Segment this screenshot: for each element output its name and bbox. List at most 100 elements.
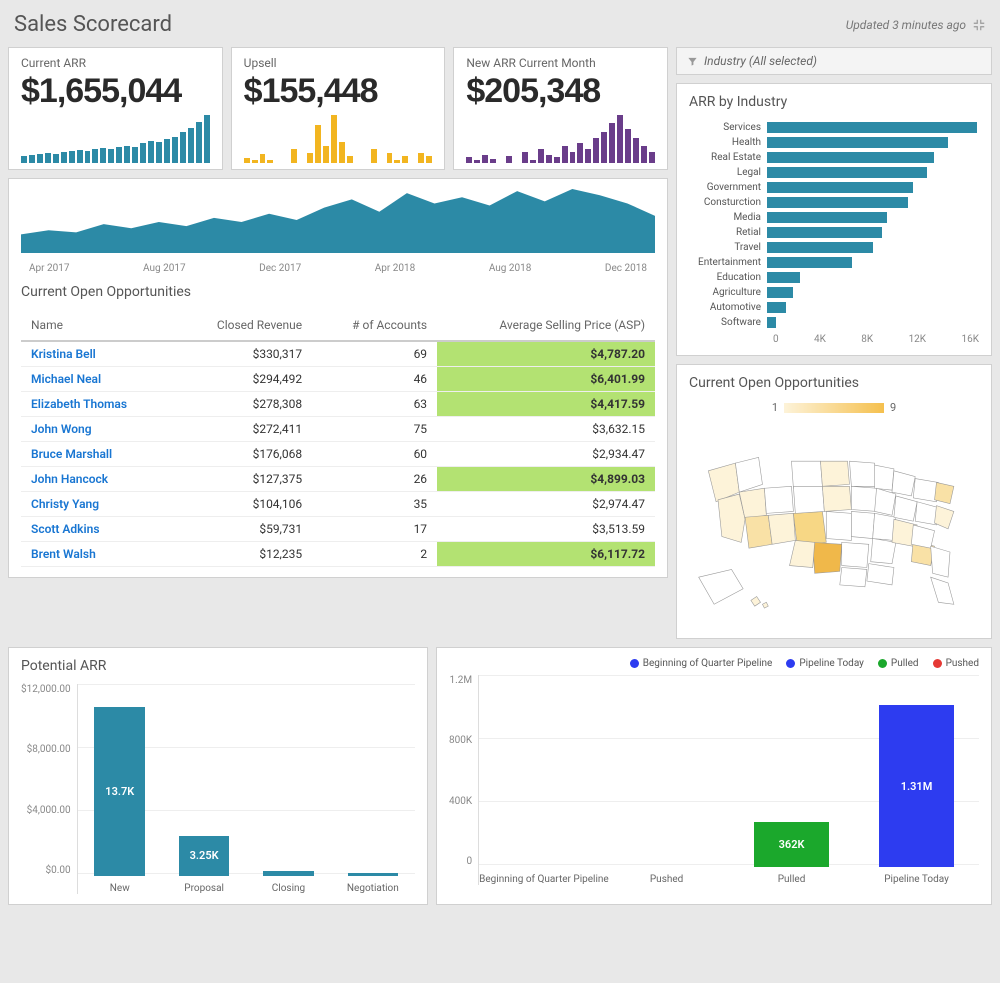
rep-name-link[interactable]: Michael Neal [21, 367, 174, 392]
industry-bar[interactable]: Consturction [689, 195, 979, 210]
industry-label: Legal [689, 167, 767, 178]
kpi-value: $1,655,044 [21, 72, 210, 111]
kpi-card[interactable]: Upsell $155,448 [231, 47, 446, 170]
industry-bar[interactable]: Real Estate [689, 150, 979, 165]
kpi-sparkline [244, 115, 433, 163]
potential-arr-chart[interactable]: $12,000.00$8,000.00$4,000.00$0.00 13.7K … [21, 684, 415, 894]
pipeline-chart[interactable]: 1.2M800K400K0 Beginning of Quarter Pipel… [449, 675, 979, 885]
asp-value: $2,934.47 [437, 442, 655, 467]
opportunities-table[interactable]: NameClosed Revenue# of AccountsAverage S… [21, 310, 655, 567]
kpi-value: $205,348 [466, 72, 655, 111]
industry-label: Real Estate [689, 152, 767, 163]
industry-bar[interactable]: Agriculture [689, 285, 979, 300]
us-map[interactable] [689, 424, 979, 624]
kpi-card[interactable]: Current ARR $1,655,044 [8, 47, 223, 170]
kpi-sparkline [466, 115, 655, 163]
industry-label: Services [689, 122, 767, 133]
chart-xlabel: Beginning of Quarter Pipeline [479, 874, 604, 885]
chart-xlabel: Negotiation [331, 883, 415, 894]
closed-revenue: $127,375 [174, 467, 312, 492]
chart-bar[interactable]: 1.31M Pipeline Today [854, 675, 979, 867]
table-row[interactable]: Scott Adkins $59,731 17 $3,513.59 [21, 517, 655, 542]
table-row[interactable]: Elizabeth Thomas $278,308 63 $4,417.59 [21, 392, 655, 417]
table-row[interactable]: John Wong $272,411 75 $3,632.15 [21, 417, 655, 442]
pipeline-card: Beginning of Quarter Pipeline Pipeline To… [436, 647, 992, 905]
closed-revenue: $294,492 [174, 367, 312, 392]
chart-xlabel: Pushed [604, 874, 729, 885]
legend-item: Pipeline Today [786, 658, 864, 669]
industry-bar-chart[interactable]: Services Health Real Estate Legal Govern… [689, 120, 979, 330]
rep-name-link[interactable]: Scott Adkins [21, 517, 174, 542]
table-row[interactable]: Michael Neal $294,492 46 $6,401.99 [21, 367, 655, 392]
potential-arr-title: Potential ARR [21, 658, 415, 674]
rep-name-link[interactable]: John Wong [21, 417, 174, 442]
asp-value: $3,513.59 [437, 517, 655, 542]
chart-xlabel: Pulled [729, 874, 854, 885]
kpi-card[interactable]: New ARR Current Month $205,348 [453, 47, 668, 170]
table-row[interactable]: Bruce Marshall $176,068 60 $2,934.47 [21, 442, 655, 467]
rep-name-link[interactable]: John Hancock [21, 467, 174, 492]
trend-card: Apr 2017Aug 2017Dec 2017Apr 2018Aug 2018… [8, 178, 668, 578]
rep-name-link[interactable]: Brent Walsh [21, 542, 174, 567]
closed-revenue: $278,308 [174, 392, 312, 417]
chart-xlabel: Pipeline Today [854, 874, 979, 885]
chart-bar[interactable]: 3.25K Proposal [162, 684, 246, 876]
map-card: Current Open Opportunities 1 9 [676, 364, 992, 639]
kpi-label: Current ARR [21, 56, 210, 70]
table-row[interactable]: Kristina Bell $330,317 69 $4,787.20 [21, 341, 655, 367]
map-legend: 1 9 [689, 401, 979, 414]
kpi-sparkline [21, 115, 210, 163]
updated-timestamp: Updated 3 minutes ago [846, 18, 986, 32]
chart-bar[interactable]: 362K Pulled [729, 675, 854, 867]
asp-value: $2,974.47 [437, 492, 655, 517]
legend-item: Beginning of Quarter Pipeline [630, 658, 773, 669]
industry-label: Software [689, 317, 767, 328]
industry-filter[interactable]: Industry (All selected) [676, 47, 992, 75]
rep-name-link[interactable]: Elizabeth Thomas [21, 392, 174, 417]
table-header[interactable]: Name [21, 310, 174, 341]
industry-bar[interactable]: Media [689, 210, 979, 225]
closed-revenue: $176,068 [174, 442, 312, 467]
potential-arr-card: Potential ARR $12,000.00$8,000.00$4,000.… [8, 647, 428, 905]
industry-bar[interactable]: Health [689, 135, 979, 150]
industry-label: Education [689, 272, 767, 283]
table-header[interactable]: Closed Revenue [174, 310, 312, 341]
industry-bar[interactable]: Retial [689, 225, 979, 240]
account-count: 60 [312, 442, 437, 467]
chart-bar[interactable]: Beginning of Quarter Pipeline [479, 675, 604, 867]
industry-bar[interactable]: Travel [689, 240, 979, 255]
table-header[interactable]: # of Accounts [312, 310, 437, 341]
account-count: 75 [312, 417, 437, 442]
table-row[interactable]: John Hancock $127,375 26 $4,899.03 [21, 467, 655, 492]
asp-value: $4,899.03 [437, 467, 655, 492]
closed-revenue: $12,235 [174, 542, 312, 567]
arr-trend-chart[interactable] [21, 189, 655, 259]
chart-bar[interactable]: 13.7K New [78, 684, 162, 876]
industry-bar[interactable]: Services [689, 120, 979, 135]
map-title: Current Open Opportunities [689, 375, 979, 391]
industry-bar[interactable]: Software [689, 315, 979, 330]
rep-name-link[interactable]: Christy Yang [21, 492, 174, 517]
table-header[interactable]: Average Selling Price (ASP) [437, 310, 655, 341]
account-count: 46 [312, 367, 437, 392]
account-count: 17 [312, 517, 437, 542]
table-row[interactable]: Brent Walsh $12,235 2 $6,117.72 [21, 542, 655, 567]
asp-value: $3,632.15 [437, 417, 655, 442]
industry-bar[interactable]: Entertainment [689, 255, 979, 270]
asp-value: $4,417.59 [437, 392, 655, 417]
industry-chart-card: ARR by Industry Services Health Real Est… [676, 83, 992, 356]
industry-bar[interactable]: Legal [689, 165, 979, 180]
chart-bar[interactable]: Closing [246, 684, 330, 876]
table-row[interactable]: Christy Yang $104,106 35 $2,974.47 [21, 492, 655, 517]
chart-bar[interactable]: Negotiation [331, 684, 415, 876]
rep-name-link[interactable]: Kristina Bell [21, 341, 174, 367]
rep-name-link[interactable]: Bruce Marshall [21, 442, 174, 467]
chart-bar[interactable]: Pushed [604, 675, 729, 867]
chart-xlabel: Proposal [162, 883, 246, 894]
closed-revenue: $104,106 [174, 492, 312, 517]
industry-bar[interactable]: Education [689, 270, 979, 285]
collapse-icon[interactable] [972, 18, 986, 32]
industry-bar[interactable]: Automotive [689, 300, 979, 315]
industry-label: Health [689, 137, 767, 148]
industry-bar[interactable]: Government [689, 180, 979, 195]
